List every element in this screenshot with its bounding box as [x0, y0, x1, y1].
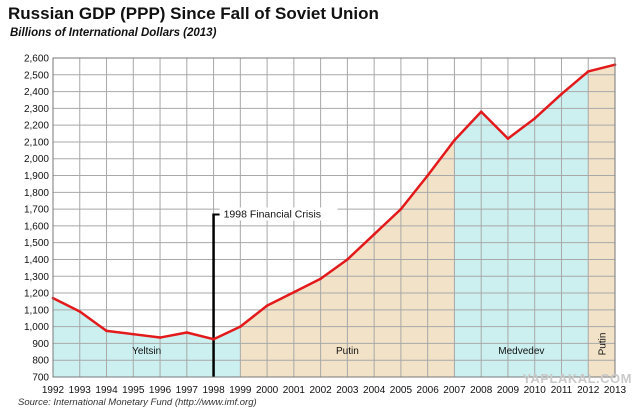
- y-tick-label-9: 1,600: [24, 221, 49, 232]
- y-tick-label-4: 1,100: [24, 305, 49, 316]
- gdp-point-2011: [560, 92, 563, 96]
- gdp-point-2005: [399, 207, 403, 211]
- gdp-point-2010: [533, 117, 537, 120]
- era-label-0: Yeltsin: [132, 346, 161, 357]
- y-tick-label-13: 2,000: [24, 154, 49, 165]
- x-tick-label-2003: 2003: [336, 385, 359, 396]
- x-tick-labels: 1992 1993 1994 1995 1996 1997 1998 1999 2000 2001…: [42, 385, 627, 396]
- x-tick-label-1997: 1997: [176, 385, 199, 396]
- gdp-point-1997: [185, 331, 189, 334]
- x-tick-label-1992: 1992: [42, 385, 65, 396]
- y-tick-label-5: 1,200: [24, 289, 49, 300]
- chart-subtitle: Billions of International Dollars (2013): [10, 27, 217, 39]
- gdp-point-1993: [78, 310, 82, 313]
- x-tick-label-1998: 1998: [202, 385, 225, 396]
- axes: [52, 57, 616, 378]
- gdp-point-2008: [479, 110, 483, 114]
- x-tick-label-2008: 2008: [470, 385, 493, 396]
- y-tick-label-2: 900: [32, 339, 49, 350]
- gdp-point-1994: [105, 329, 108, 333]
- x-tick-label-2001: 2001: [283, 385, 306, 396]
- chart-source: Source: International Monetary Fund (htt…: [18, 397, 257, 408]
- series: [51, 63, 617, 341]
- x-tick-label-2006: 2006: [417, 385, 440, 396]
- gdp-point-1999: [239, 325, 242, 328]
- x-tick-label-1996: 1996: [149, 385, 172, 396]
- era-band-2: [454, 71, 589, 377]
- y-tick-label-17: 2,400: [24, 87, 49, 98]
- y-tick-label-18: 2,500: [24, 70, 49, 81]
- x-tick-label-2013: 2013: [604, 385, 627, 396]
- gdp-point-2006: [426, 174, 429, 177]
- x-tick-label-2000: 2000: [256, 385, 279, 396]
- y-tick-label-19: 2,600: [24, 54, 49, 65]
- gdp-point-1998: [212, 337, 215, 341]
- plot-border: [52, 57, 616, 378]
- y-tick-labels: 700 800 900 1,000 1,100 1,200 1,300 1,400 1,500 1…: [24, 54, 49, 384]
- gdp-point-2009: [506, 137, 510, 140]
- x-tick-label-2012: 2012: [577, 385, 600, 396]
- y-tick-label-10: 1,700: [24, 205, 49, 216]
- x-tick-label-1993: 1993: [69, 385, 92, 396]
- watermark: YAPLAKAL.COM: [522, 371, 632, 386]
- gdp-line: [52, 63, 616, 341]
- y-tick-label-8: 1,500: [24, 238, 49, 249]
- era-label-3: Putin: [598, 333, 609, 356]
- era-bands: [53, 64, 615, 377]
- gdp-point-2007: [453, 138, 456, 142]
- annotation-bg-0: [219, 207, 338, 221]
- x-tick-label-2010: 2010: [524, 385, 547, 396]
- era-band-3: [588, 64, 615, 377]
- y-tick-label-6: 1,300: [24, 272, 49, 283]
- x-tick-label-2007: 2007: [443, 385, 466, 396]
- x-tick-label-2011: 2011: [551, 385, 573, 396]
- chart-title: Russian GDP (PPP) Since Fall of Soviet U…: [8, 4, 379, 23]
- era-label-2: Medvedev: [498, 346, 544, 357]
- y-tick-label-11: 1,800: [24, 188, 49, 199]
- gdp-point-1996: [158, 336, 162, 339]
- gdp-point-2002: [319, 277, 322, 281]
- y-tick-label-3: 1,000: [24, 322, 49, 333]
- x-tick-label-1999: 1999: [229, 385, 252, 396]
- y-tick-label-7: 1,400: [24, 255, 49, 266]
- annotation-label-0: 1998 Financial Crisis: [224, 209, 321, 221]
- era-labels: Yeltsin Putin Medvedev Putin: [132, 333, 609, 357]
- x-tick-label-1994: 1994: [95, 385, 118, 396]
- x-tick-label-1995: 1995: [122, 385, 145, 396]
- era-label-1: Putin: [336, 346, 359, 357]
- gdp-point-2004: [372, 232, 376, 236]
- y-tick-label-0: 700: [32, 373, 49, 384]
- gdp-point-2012: [586, 70, 590, 73]
- x-tick-label-2005: 2005: [390, 385, 413, 396]
- x-tick-label-2004: 2004: [363, 385, 386, 396]
- x-tick-label-2009: 2009: [497, 385, 520, 396]
- gdp-point-1995: [131, 332, 135, 336]
- x-tick-label-2002: 2002: [309, 385, 332, 396]
- gdp-point-2000: [265, 304, 269, 307]
- gdp-point-2003: [346, 258, 349, 261]
- era-band-0: [53, 298, 241, 377]
- gridlines: [52, 57, 616, 378]
- y-tick-label-12: 1,900: [24, 171, 49, 182]
- y-tick-label-16: 2,300: [24, 104, 49, 115]
- annotations: 1998 Financial Crisis: [212, 207, 338, 377]
- y-tick-label-14: 2,100: [24, 137, 49, 148]
- y-tick-label-1: 800: [32, 356, 49, 367]
- y-tick-label-15: 2,200: [24, 121, 49, 132]
- gdp-point-2001: [292, 290, 296, 294]
